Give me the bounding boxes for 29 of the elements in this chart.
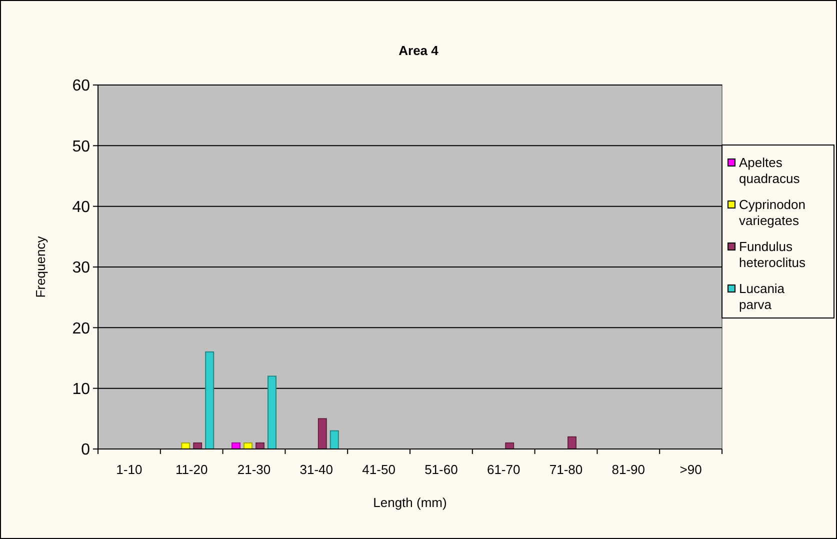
bar bbox=[205, 351, 214, 450]
y-tick-label: 40 bbox=[72, 198, 90, 216]
x-tick-label: >90 bbox=[680, 462, 702, 477]
bar bbox=[568, 436, 576, 450]
y-tick-label: 0 bbox=[81, 442, 90, 459]
y-tick-label: 20 bbox=[72, 320, 90, 338]
y-tick-label: 50 bbox=[72, 138, 90, 156]
x-axis-title: Length (mm) bbox=[373, 495, 447, 510]
legend-label: Lucania parva bbox=[739, 281, 786, 312]
x-tick-label: 71-80 bbox=[549, 462, 583, 477]
x-tick-label: 31-40 bbox=[300, 462, 334, 477]
x-tick-label: 41-50 bbox=[362, 462, 396, 477]
y-tick-label: 60 bbox=[72, 78, 90, 95]
y-tick-label: 10 bbox=[72, 380, 90, 398]
x-tick-label: 1-10 bbox=[116, 462, 142, 477]
bar bbox=[268, 376, 276, 450]
x-tick-label: 51-60 bbox=[424, 462, 458, 477]
y-tick-label: 30 bbox=[72, 260, 90, 277]
x-tick-label: 11-20 bbox=[175, 462, 208, 477]
x-tick-label: 81-90 bbox=[612, 462, 646, 477]
bar bbox=[318, 418, 327, 450]
x-tick-label: 21-30 bbox=[237, 462, 271, 477]
y-axis-title: Frequency bbox=[33, 236, 48, 298]
legend-label: Fundulus heteroclitus bbox=[739, 239, 806, 270]
legend-label: Apeltes quadracus bbox=[739, 155, 800, 186]
legend-label: Cyprinodon variegates bbox=[739, 197, 806, 228]
x-tick-label: 61-70 bbox=[486, 462, 520, 477]
bar bbox=[330, 430, 339, 450]
chart-title: Area 4 bbox=[398, 43, 440, 58]
